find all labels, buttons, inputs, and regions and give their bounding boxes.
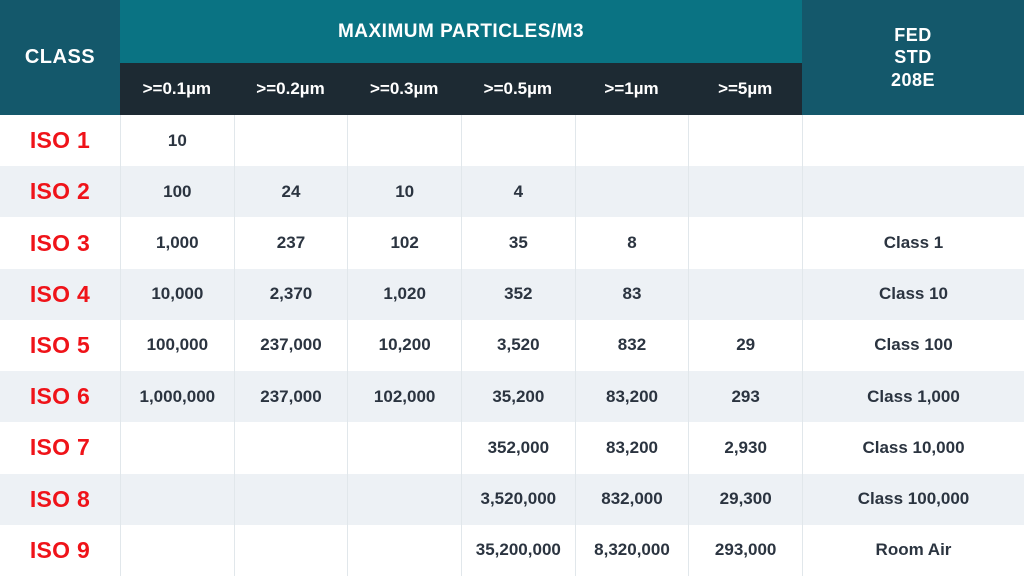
table-row: ISO 9 35,200,000 8,320,000 293,000 Room Air [0,524,1024,576]
particle-count-cell: 8,320,000 [574,524,689,576]
particle-count-cell [233,473,348,525]
particle-count-cell: 4 [460,166,575,218]
iso-class-label: ISO 5 [29,331,91,358]
column-header-size-0: >=0.1µm [142,79,212,98]
fed-std-cell: Class 10,000 [801,422,1024,474]
particle-count-cell: 1,000,000 [120,371,234,423]
table-row: ISO 5 100,000 237,000 10,200 3,520 832 29 Class… [0,319,1024,372]
table-row: ISO 3 1,000 237 102 35 8 Class 1 [0,217,1024,269]
particle-count-cell [120,473,234,525]
particle-count-cell: 100,000 [120,319,234,372]
fed-std-cell: Class 1 [801,217,1024,269]
fed-std-cell: Room Air [801,524,1024,576]
iso-class-label: ISO 4 [29,280,91,307]
table-row: ISO 7 352,000 83,200 2,930 Class 10,000 [0,422,1024,474]
size-column-headers: >=0.1µm >=0.2µm >=0.3µm >=0.5µm >=1µm >=5µm [120,63,802,115]
iso-class-label: ISO 6 [29,383,91,410]
iso-class-label: ISO 7 [29,434,91,461]
particle-count-cell [347,422,461,474]
column-header-size-5: >=5µm [718,79,773,98]
iso-class-label: ISO 1 [29,127,91,154]
particle-count-cell: 10 [347,166,461,218]
particle-count-cell [688,217,802,269]
particle-count-cell: 29 [688,319,802,372]
particle-count-cell [574,166,689,218]
fed-std-cell: Class 1,000 [801,371,1024,423]
particle-count-cell: 102 [347,217,461,269]
particle-count-cell [347,524,461,576]
particle-count-cell: 352,000 [460,422,575,474]
particle-count-cell: 3,520 [460,319,575,372]
particle-count-cell: 293,000 [688,524,802,576]
fed-std-cell: Class 10 [801,268,1024,320]
column-header-size-3: >=0.5µm [483,79,553,98]
table-row: ISO 4 10,000 2,370 1,020 352 83 Class 10 [0,268,1024,320]
table-row: ISO 6 1,000,000 237,000 102,000 35,200 83,200… [0,371,1024,423]
particle-count-cell: 10,200 [347,319,461,372]
particle-count-cell [460,115,575,167]
particle-count-cell: 237,000 [233,319,348,372]
particle-count-cell: 24 [233,166,348,218]
particle-count-cell: 237,000 [233,371,348,423]
particle-count-cell: 2,370 [233,268,348,320]
column-header-size-2: >=0.3µm [369,79,439,98]
iso-class-label: ISO 8 [29,485,91,512]
particle-count-cell: 293 [688,371,802,423]
particle-count-cell: 100 [120,166,234,218]
particle-count-cell [233,524,348,576]
particle-count-cell: 83 [574,268,689,320]
particle-count-cell: 35 [460,217,575,269]
table-row: ISO 8 3,520,000 832,000 29,300 Class 100,000 [0,473,1024,525]
particle-count-cell: 1,020 [347,268,461,320]
particle-count-cell [688,115,802,167]
particle-count-cell [120,524,234,576]
header-row: CLASS MAXIMUM PARTICLES/M3 >=0.1µm >=0.2µ… [0,0,1024,115]
particle-count-cell: 102,000 [347,371,461,423]
class-column-header: CLASS [0,0,120,115]
particle-count-cell: 832,000 [574,473,689,525]
fed-std-cell: Class 100 [801,319,1024,372]
particle-count-cell [574,115,689,167]
particle-count-cell: 83,200 [574,371,689,423]
fed-std-cell: Class 100,000 [801,473,1024,525]
particle-count-cell [347,473,461,525]
particle-count-cell: 352 [460,268,575,320]
particles-header-group: MAXIMUM PARTICLES/M3 >=0.1µm >=0.2µm >=0.3… [120,0,802,115]
table-row: ISO 1 10 [0,115,1024,167]
fed-std-cell [801,166,1024,218]
particle-count-cell: 8 [574,217,689,269]
particle-count-cell: 2,930 [688,422,802,474]
particle-count-cell [233,422,348,474]
column-header-size-1: >=0.2µm [256,79,325,98]
particle-count-cell: 10,000 [120,268,234,320]
particle-count-cell: 237 [233,217,348,269]
particle-count-cell: 35,200,000 [460,524,575,576]
particle-count-cell: 10 [120,115,234,167]
iso-class-label: ISO 3 [29,229,91,256]
column-header-size-4: >=1µm [604,79,659,98]
fed-std-cell [801,115,1024,167]
particle-count-cell: 83,200 [574,422,689,474]
particle-count-cell: 3,520,000 [460,473,575,525]
particle-count-cell [120,422,234,474]
table-row: ISO 2 100 24 10 4 [0,166,1024,218]
iso-class-label: ISO 2 [29,178,91,205]
particle-count-cell [233,115,348,167]
particles-title: MAXIMUM PARTICLES/M3 [120,0,802,63]
iso-class-label: ISO 9 [29,536,91,563]
particle-count-cell: 832 [574,319,689,372]
fed-std-column-header: FED STD 208E [802,0,1024,115]
particle-count-cell [688,166,802,218]
particle-count-cell: 29,300 [688,473,802,525]
particle-count-cell: 35,200 [460,371,575,423]
table-body: ISO 1 10 ISO 2 100 24 10 4 ISO 3 1,000 237 102 35 8 C… [0,115,1024,576]
particle-count-cell [347,115,461,167]
particle-count-cell [688,268,802,320]
particle-count-cell: 1,000 [120,217,234,269]
